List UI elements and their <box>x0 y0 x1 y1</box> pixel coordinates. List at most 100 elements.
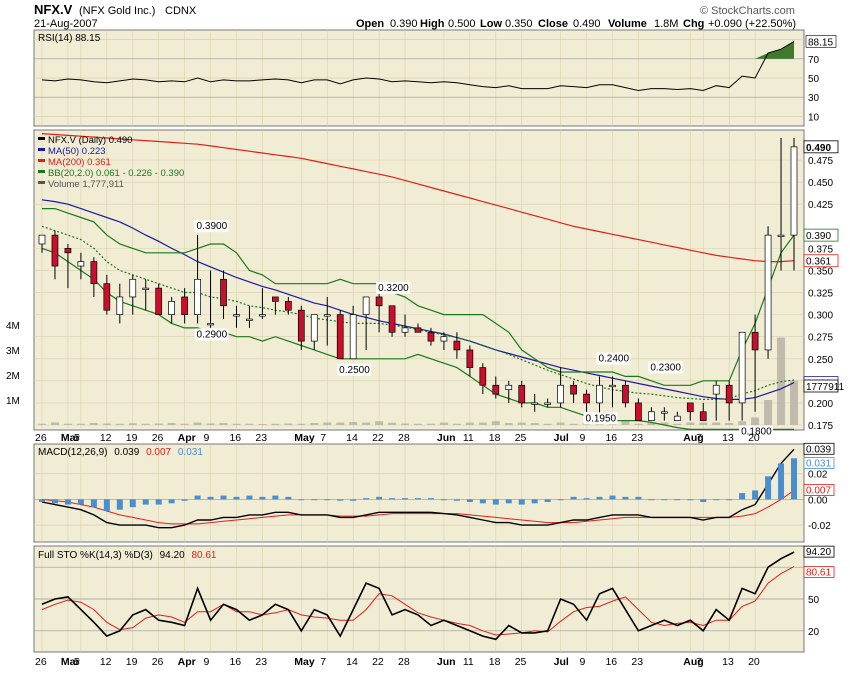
macd-hist-bar <box>531 499 538 504</box>
sto-d-line <box>41 566 795 636</box>
candle-body <box>622 384 629 404</box>
volume-bar <box>426 423 435 425</box>
candle-body <box>414 327 422 333</box>
x-axis-label: 19 <box>126 656 138 668</box>
volume-bar <box>258 424 267 425</box>
sto-k-value: 94.20 <box>160 550 185 561</box>
price-badge: 0.361 <box>806 257 831 268</box>
volume-bar <box>193 422 202 425</box>
macd-hist-bar <box>363 498 370 500</box>
candle-body <box>660 411 668 414</box>
open-label: Open <box>356 18 384 30</box>
candle-body <box>790 146 798 236</box>
x-axis-label: 14 <box>346 432 358 444</box>
macd-hist-bar <box>389 498 396 500</box>
x-axis-label: 5 <box>74 432 80 444</box>
macd-hist-bar <box>752 490 759 500</box>
x-axis-label: 26 <box>152 656 164 668</box>
candle-body <box>51 234 59 267</box>
macd-value: 0.039 <box>114 447 139 458</box>
legend-swatch <box>38 170 45 173</box>
x-axis-label: 23 <box>255 656 267 668</box>
volume-bar <box>504 423 513 425</box>
volume-bar <box>686 422 695 425</box>
macd-hist-bar <box>557 499 564 501</box>
candle-body <box>129 278 137 298</box>
price-annotation: 0.2300 <box>650 362 681 373</box>
volume-bar <box>517 422 526 425</box>
macd-hist-bar <box>116 499 123 510</box>
price-annotation: 0.2500 <box>339 365 370 376</box>
candle-body <box>246 318 253 321</box>
x-axis-label: 18 <box>489 432 501 444</box>
price-badge-box <box>803 379 839 393</box>
volume-bar <box>245 423 254 425</box>
candle-body <box>297 309 305 342</box>
x-axis-label: Jun <box>437 432 456 444</box>
macd-hist-bar <box>51 499 58 504</box>
volume-bar <box>660 422 669 425</box>
price-annotation: 0.3200 <box>378 283 409 294</box>
candle-body <box>466 349 474 368</box>
x-axis-label: 7 <box>696 656 702 668</box>
price-candles <box>38 138 798 421</box>
price-badge: 1777911 <box>806 382 845 393</box>
x-axis-label: 13 <box>722 656 734 668</box>
x-axis-label: 26 <box>35 656 47 668</box>
volume-bar <box>491 421 500 425</box>
open-value: 0.390 <box>390 18 418 30</box>
macd-hist-value: 0.031 <box>178 447 203 458</box>
ma200-line <box>41 133 795 263</box>
macd-hist-bar <box>194 495 201 500</box>
candle-body <box>518 384 526 404</box>
volume-bar <box>219 423 228 425</box>
volume-bar <box>401 423 410 425</box>
macd-hist-bar <box>713 499 720 501</box>
price-tick-label: 0.200 <box>808 399 833 410</box>
macd-hist-bar <box>635 496 642 500</box>
rsi-tick-label: 10 <box>808 112 820 123</box>
macd-badge: 0.039 <box>806 444 831 455</box>
volume-bar <box>388 422 397 425</box>
volume-tick-label: 4M <box>6 321 20 332</box>
x-axis-label: May <box>294 656 315 668</box>
macd-badge-box <box>803 442 835 455</box>
legend-entry: MA(200) 0.361 <box>48 157 111 168</box>
x-axis-label: 26 <box>152 432 164 444</box>
price-annotation-box <box>739 425 774 438</box>
price-tick-label: 0.325 <box>808 289 833 300</box>
volume-bar <box>414 423 422 425</box>
volume-bar <box>764 400 773 425</box>
volume-bar <box>167 423 176 425</box>
price-tick-label: 0.275 <box>808 333 833 344</box>
macd-histogram <box>39 458 797 511</box>
price-badge-box <box>803 228 839 242</box>
axis-labels: 0.475 0.450 0.425 0.375 0.350 0.325 0.300 0.275… <box>6 35 845 668</box>
company-name: (NFX Gold Inc.) <box>79 5 155 17</box>
close-label: Close <box>538 18 568 30</box>
price-tick-label: 0.250 <box>808 355 833 366</box>
price-badge: 0.490 <box>806 143 831 154</box>
volume-bar <box>712 422 721 425</box>
volume-bar <box>647 423 656 425</box>
volume-bar <box>362 422 371 425</box>
x-axis-label: 9 <box>204 432 210 444</box>
candle-body <box>492 384 500 395</box>
x-axis-label: Aug <box>683 432 703 444</box>
price-annotation: 0.1950 <box>586 413 617 424</box>
macd-hist-bar <box>596 496 603 500</box>
candle-body <box>777 234 785 237</box>
candle-body <box>583 393 590 404</box>
sto-badge-box <box>803 566 835 578</box>
candle-body <box>699 411 707 421</box>
x-axis-label: 25 <box>515 432 527 444</box>
macd-hist-bar <box>700 499 707 502</box>
volume-bar <box>751 417 760 425</box>
legend-swatch <box>38 148 45 151</box>
close-value: 0.490 <box>573 18 601 30</box>
macd-hist-bar <box>272 495 279 500</box>
macd-hist-bar <box>544 499 551 502</box>
candle-body <box>116 296 124 315</box>
volume-bar <box>556 422 565 425</box>
x-axis-label: 23 <box>631 656 643 668</box>
